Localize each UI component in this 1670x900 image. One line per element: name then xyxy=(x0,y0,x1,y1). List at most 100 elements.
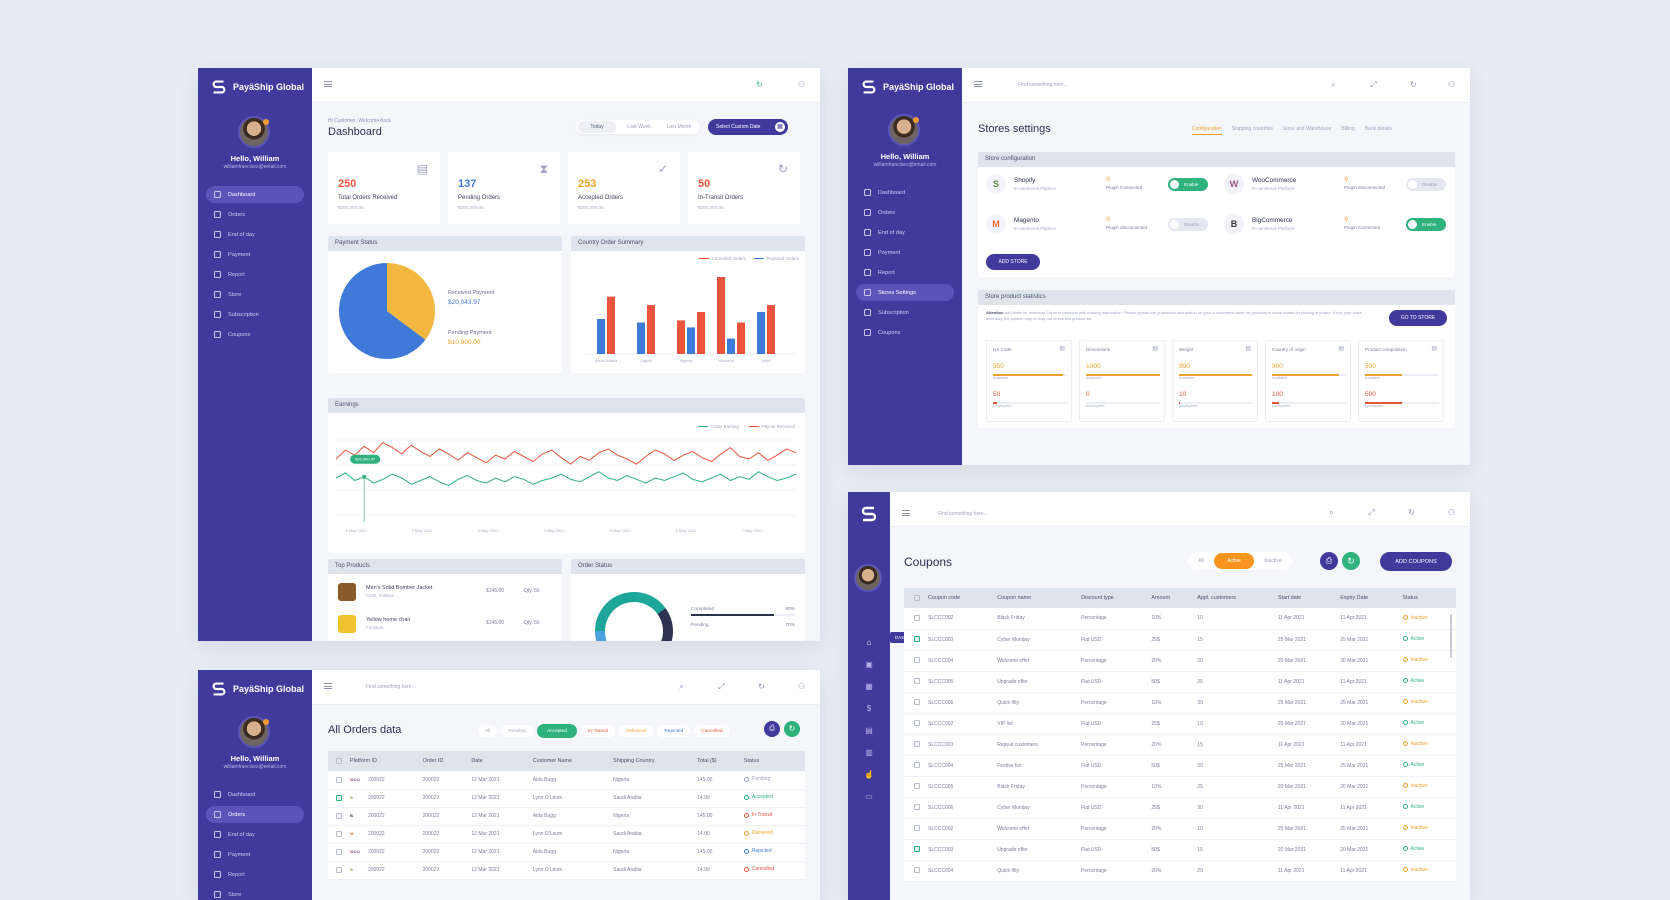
go-to-store-button[interactable]: GO TO STORE xyxy=(1389,310,1447,326)
col-expiry-date[interactable]: Expiry Date xyxy=(1340,595,1369,601)
col-total[interactable]: Total ($) xyxy=(697,758,717,764)
platform-toggle[interactable]: Enable xyxy=(1406,218,1446,231)
filter-active[interactable]: Active xyxy=(1214,553,1254,569)
platform-toggle[interactable]: Enable xyxy=(1168,178,1208,191)
refresh-icon[interactable]: ↻ xyxy=(1410,80,1417,89)
sidebar-item-store[interactable]: Store xyxy=(206,886,304,900)
row-checkbox[interactable] xyxy=(914,636,920,643)
add-coupons-button[interactable]: ADD COUPONS xyxy=(1380,552,1452,571)
sidebar-icon-dashboard[interactable]: ⌂ xyxy=(866,638,872,647)
avatar[interactable] xyxy=(238,716,270,748)
sidebar-item-dashboard[interactable]: Dashboard xyxy=(856,184,954,201)
sidebar-icon-report[interactable]: ▤ xyxy=(865,726,873,735)
stat-card[interactable]: ✓ 253 Accepted Orders $250,000.00 xyxy=(568,152,680,224)
sidebar-item-coupons[interactable]: Coupons xyxy=(856,324,954,341)
search-input[interactable]: Find something here... xyxy=(938,511,988,517)
sidebar-item-subscription[interactable]: Subscription xyxy=(206,306,304,323)
col-coupon-code[interactable]: Coupon code xyxy=(928,595,961,601)
col-date[interactable]: Date xyxy=(471,758,483,764)
platform-toggle[interactable]: Disable xyxy=(1406,178,1446,191)
product-name[interactable]: Men's Solid Bomber Jacket xyxy=(366,585,433,591)
sidebar-item-dashboard[interactable]: Dashboard xyxy=(206,786,304,803)
filter-rejected[interactable]: Rejected xyxy=(657,725,691,737)
sidebar-item-store[interactable]: Store xyxy=(206,286,304,303)
row-checkbox[interactable] xyxy=(914,699,920,706)
fullscreen-icon[interactable]: ⤢ xyxy=(718,682,725,691)
fullscreen-icon[interactable]: ⤢ xyxy=(1370,80,1377,89)
stat-card[interactable]: ⧗ 137 Pending Orders $250,000.00 xyxy=(448,152,560,224)
sidebar-icon-store[interactable]: ▥ xyxy=(865,748,873,757)
row-checkbox[interactable] xyxy=(336,794,342,801)
row-checkbox[interactable] xyxy=(914,615,920,622)
filter-inactive[interactable]: Inactive xyxy=(1264,558,1282,564)
table-row[interactable]: WOO 200022 200022 12 Mar 2021 Aida Bugg Niger… xyxy=(328,771,805,790)
sidebar-item-report[interactable]: Report xyxy=(206,266,304,283)
sidebar-icon-payment[interactable]: $ xyxy=(866,704,872,713)
table-row[interactable]: M 200022 200022 12 Mar 2021 Lynn O'Leum Saudi… xyxy=(328,825,805,844)
brand-logo[interactable]: PayäShip Global xyxy=(210,78,304,96)
tooltip-point[interactable] xyxy=(362,474,367,479)
user-icon[interactable]: ⚇ xyxy=(1447,508,1456,517)
table-row[interactable]: B 200022 200022 12 Mar 2021 Aida Bugg Nigeria… xyxy=(328,807,805,826)
sidebar-item-payment[interactable]: Payment xyxy=(206,246,304,263)
sidebar-item-report[interactable]: Report xyxy=(856,264,954,281)
sidebar-item-end-of-day[interactable]: End of day xyxy=(206,226,304,243)
sidebar-item-orders[interactable]: Orders xyxy=(206,806,304,823)
table-row[interactable]: SLCCC004 Welcome offer Percentage 20% 20 20 M… xyxy=(904,650,1456,672)
range-last-month[interactable]: Last Month xyxy=(666,124,692,130)
row-checkbox[interactable] xyxy=(914,783,920,790)
tab-shipping-countries[interactable]: Shipping countries xyxy=(1231,126,1273,132)
tab-store-and-warehouse[interactable]: Store and Warehouse xyxy=(1282,126,1332,132)
brand-logo[interactable]: PayäShip Global xyxy=(210,680,304,698)
sidebar-item-end-of-day[interactable]: End of day xyxy=(206,826,304,843)
refresh-icon[interactable]: ↻ xyxy=(758,682,765,691)
avatar[interactable] xyxy=(888,114,920,146)
refresh-icon[interactable]: ↻ xyxy=(1408,508,1415,517)
search-icon[interactable]: ⌕ xyxy=(1329,508,1334,517)
row-checkbox[interactable] xyxy=(336,812,342,819)
col-coupon-name[interactable]: Coupon name xyxy=(997,595,1032,601)
table-scrollbar[interactable] xyxy=(1450,614,1452,658)
logo-mark-icon[interactable] xyxy=(859,504,879,524)
brand-logo[interactable]: PayäShip Global xyxy=(860,78,954,96)
table-row[interactable]: SLCCC003 Repeat customers Percentage 20% 15 1… xyxy=(904,734,1456,756)
col-customer-name[interactable]: Customer Name xyxy=(532,758,573,764)
fullscreen-icon[interactable]: ⤢ xyxy=(1368,508,1375,517)
sidebar-icon-coupons[interactable]: ▭ xyxy=(865,792,873,801)
row-checkbox[interactable] xyxy=(914,678,920,685)
sidebar-item-subscription[interactable]: Subscription xyxy=(856,304,954,321)
table-row[interactable]: SLCCC003 Upgrade offer Flat USD 50$ 15 20 Mar… xyxy=(904,839,1456,861)
table-row[interactable]: SLCCC004 Festive fun Flat USD 50$ 20 25 Mar 2… xyxy=(904,755,1456,777)
sidebar-item-payment[interactable]: Payment xyxy=(856,244,954,261)
table-row[interactable]: SLCCC004 Quick fifty Percentage 20% 20 11 Apr… xyxy=(904,860,1456,882)
select-all-checkbox[interactable] xyxy=(914,594,920,601)
export-icon[interactable]: ⎙ xyxy=(1320,552,1338,570)
select-all-checkbox[interactable] xyxy=(336,757,342,764)
sidebar-item-stores-settings[interactable]: Stores Settings xyxy=(856,284,954,301)
table-row[interactable]: SLCCC006 Cyber Monday Flat USD 25$ 30 11 Apr … xyxy=(904,797,1456,819)
col-status[interactable]: Status xyxy=(1402,595,1418,601)
sidebar-item-coupons[interactable]: Coupons xyxy=(206,326,304,343)
avatar[interactable] xyxy=(238,116,270,148)
table-row[interactable]: SLCCC002 VIP list Flat USD 25$ 10 20 Mar 2021… xyxy=(904,713,1456,735)
table-row[interactable]: SLCCC002 Black Friday Percentage 10% 10 11 Ap… xyxy=(904,608,1456,630)
tab-billing[interactable]: Billing xyxy=(1341,126,1355,132)
tab-bank-details[interactable]: Bank details xyxy=(1364,126,1392,132)
menu-icon[interactable] xyxy=(324,683,332,689)
row-checkbox[interactable] xyxy=(914,825,920,832)
sidebar-item-dashboard[interactable]: Dashboard xyxy=(206,186,304,203)
row-checkbox[interactable] xyxy=(336,830,342,837)
menu-icon[interactable] xyxy=(974,81,982,87)
custom-date-button[interactable]: Select Custom Date ▦ xyxy=(708,119,788,135)
table-row[interactable]: SLCCC006 Quick fifty Percentage 10% 30 25 Mar… xyxy=(904,692,1456,714)
user-icon[interactable]: ⚇ xyxy=(797,80,806,89)
row-checkbox[interactable] xyxy=(914,846,920,853)
table-row[interactable]: SLCCC002 Welcome offer Percentage 20% 10 25 M… xyxy=(904,818,1456,840)
sidebar-icon-end-of-day[interactable]: ▦ xyxy=(865,682,873,691)
table-row[interactable]: S 200022 200022 12 Mar 2021 Lynn O'Leum Saudi… xyxy=(328,861,805,880)
sync-icon[interactable]: ↻ xyxy=(784,721,800,737)
stat-card[interactable]: ↻ 50 In-Transit Orders $250,000.00 xyxy=(688,152,800,224)
add-store-button[interactable]: ADD STORE xyxy=(986,254,1040,270)
sidebar-item-payment[interactable]: Payment xyxy=(206,846,304,863)
filter-in-transit[interactable]: In-Transit xyxy=(580,725,616,737)
